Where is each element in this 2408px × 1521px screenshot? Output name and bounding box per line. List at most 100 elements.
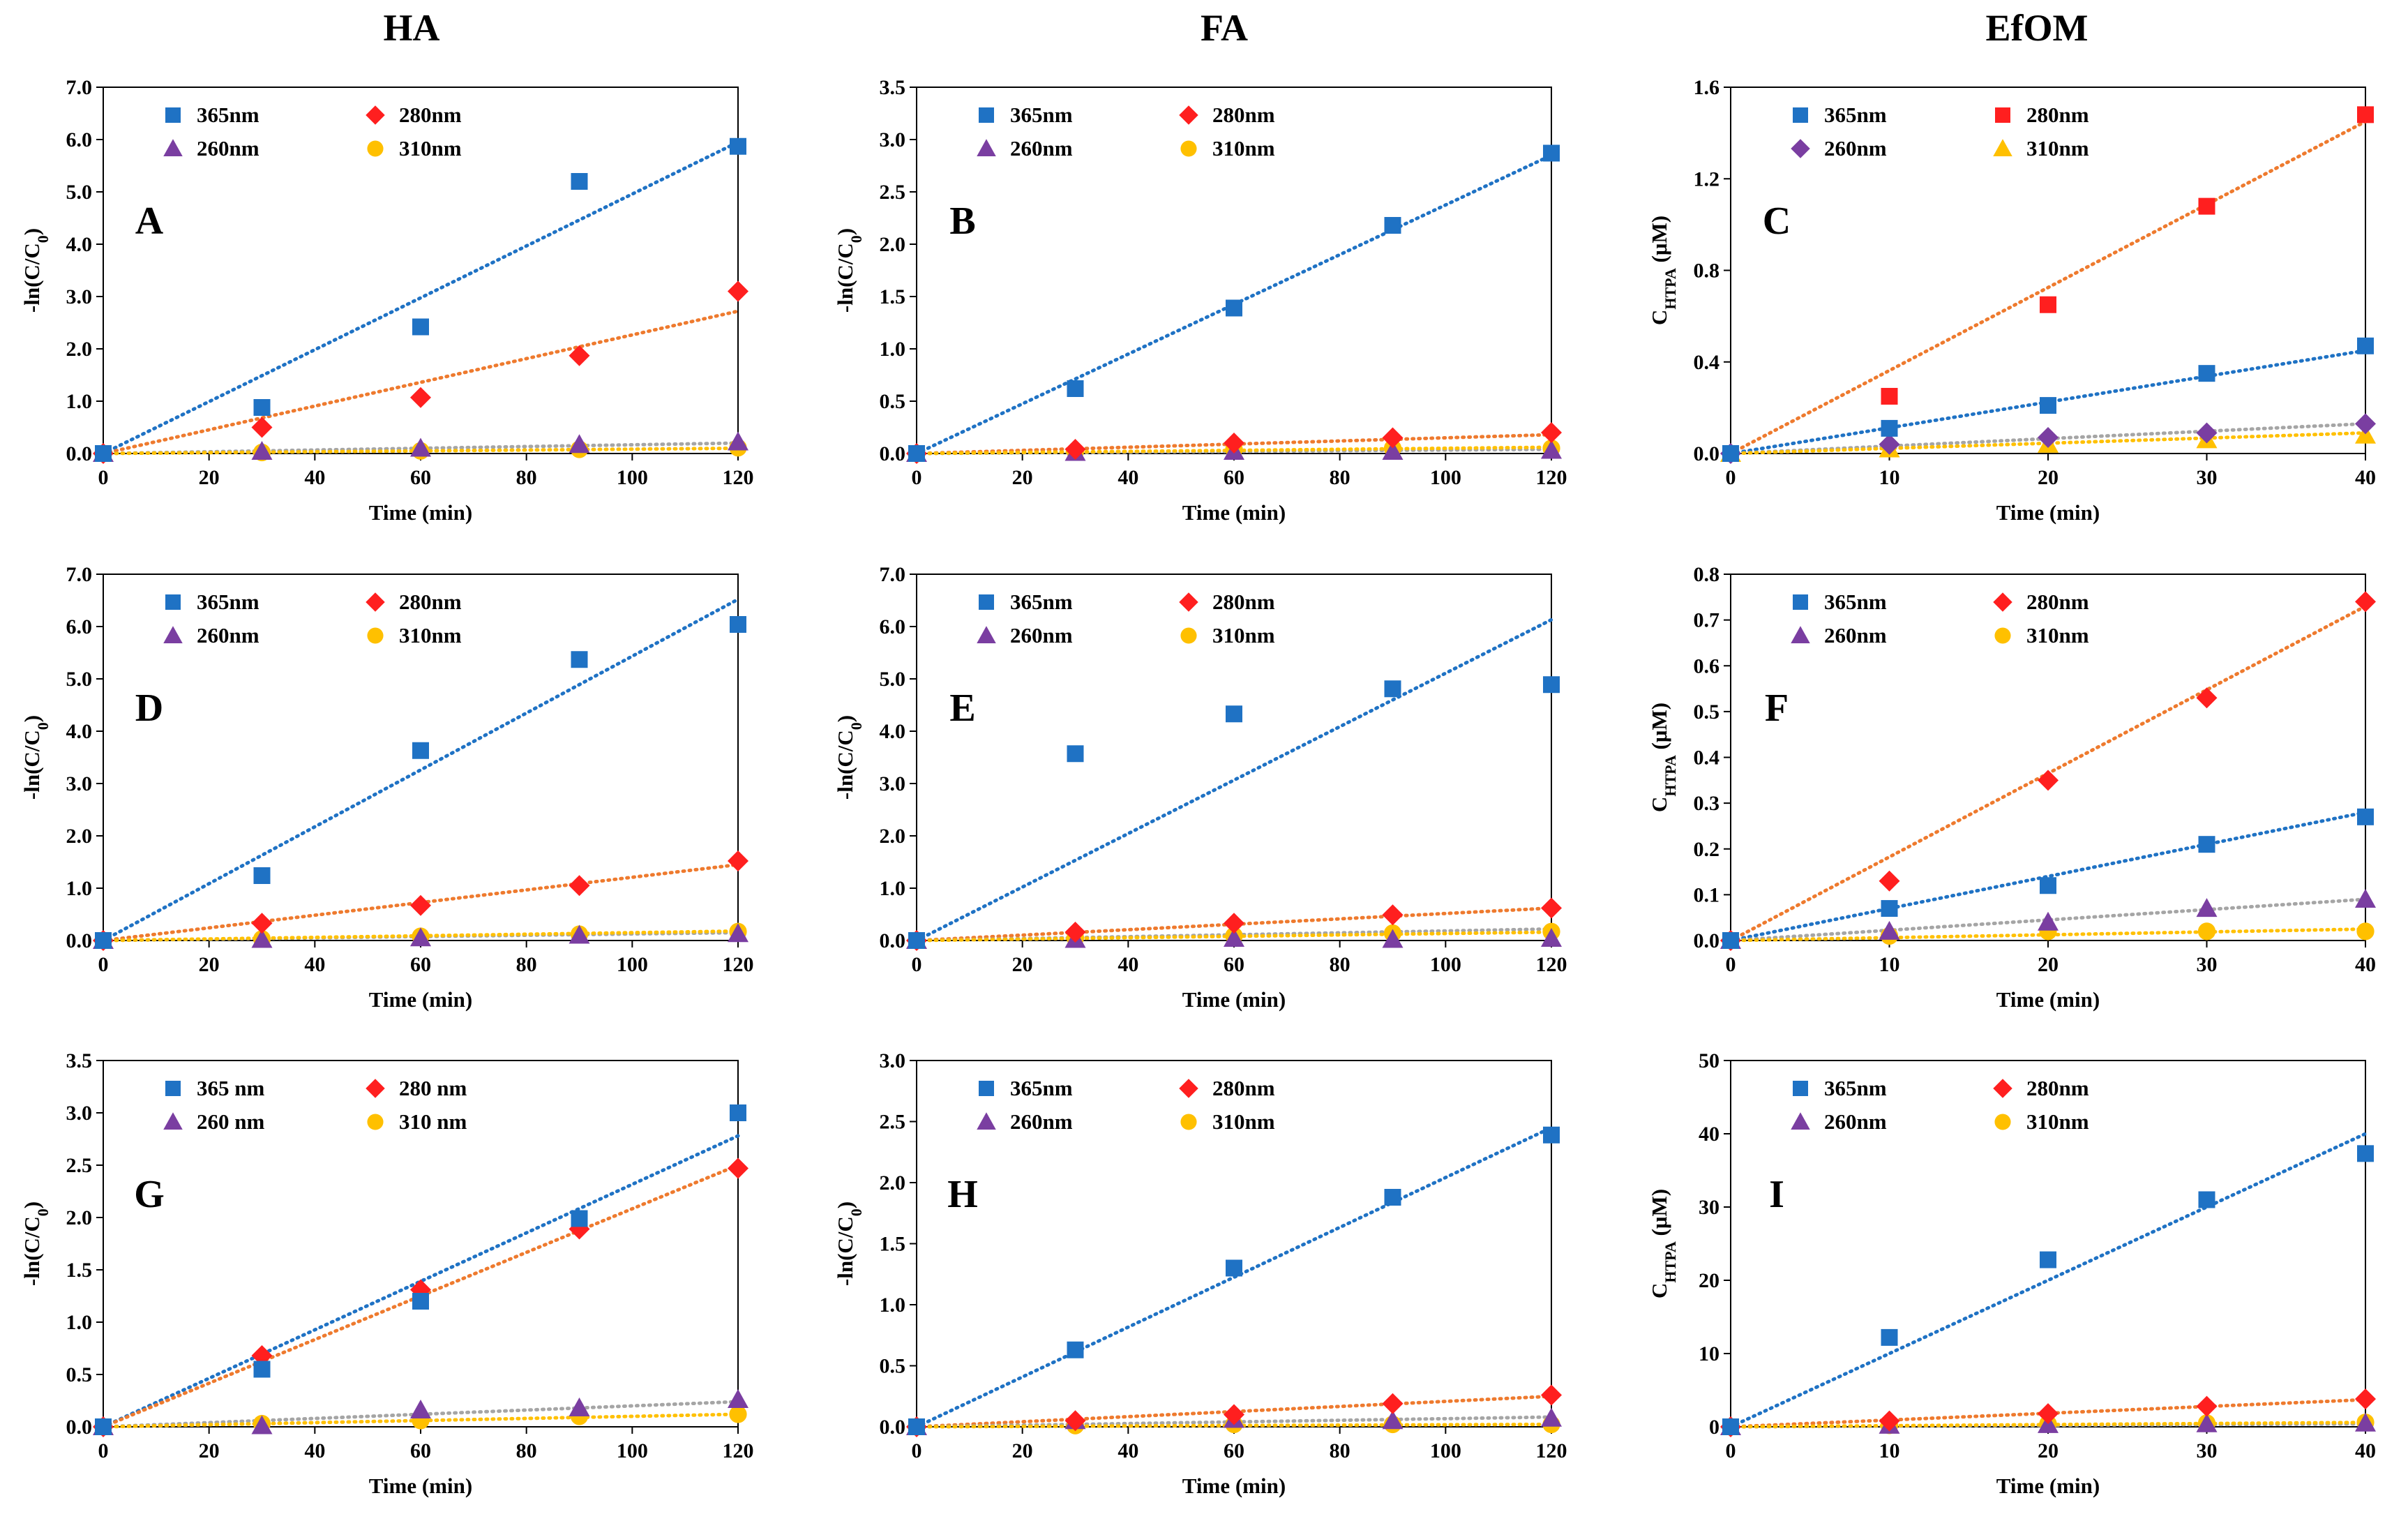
legend-label: 310nm — [1212, 136, 1275, 160]
trendline-1 — [101, 1163, 740, 1429]
x-tick-label: 0 — [98, 1439, 109, 1462]
data-point — [1384, 1189, 1401, 1206]
x-tick-label: 0 — [1726, 466, 1736, 489]
y-tick-label: 1.0 — [880, 1294, 906, 1317]
data-point — [1382, 441, 1404, 460]
x-tick-label: 60 — [410, 953, 431, 976]
x-tick-label: 80 — [516, 1439, 537, 1462]
panel-d: 0.0 1.0 2.0 3.0 4.0 5.0 6.0 7.0 0 20 40 60 80 100 120 T… — [20, 563, 754, 1012]
legend-label: 260nm — [1824, 136, 1887, 160]
x-tick-label: 80 — [1330, 1439, 1350, 1462]
panel-c: 0.0 0.4 0.8 1.2 1.6 0 10 20 30 40 Time (min) CHTPA … — [1647, 76, 2376, 525]
legend-marker — [977, 139, 996, 156]
x-tick-label: 80 — [516, 466, 537, 489]
y-tick-label: 0.0 — [66, 1416, 93, 1439]
data-point — [2196, 1413, 2218, 1432]
data-point — [728, 851, 748, 871]
x-tick-label: 100 — [1430, 1439, 1461, 1462]
data-point — [571, 651, 588, 668]
x-tick-label: 120 — [723, 466, 754, 489]
data-point — [1879, 920, 1900, 940]
x-tick-label: 100 — [617, 1439, 648, 1462]
y-tick-label: 3.0 — [880, 772, 906, 795]
y-tick-label: 7.0 — [880, 563, 906, 586]
x-axis-label: Time (min) — [369, 987, 472, 1012]
data-point — [1382, 904, 1404, 926]
y-tick-label: 0.7 — [1694, 609, 1720, 632]
data-point — [1382, 929, 1404, 948]
y-tick-label: 3.0 — [66, 285, 93, 308]
x-tick-label: 0 — [1726, 1439, 1736, 1462]
x-tick-label: 60 — [1224, 466, 1244, 489]
y-tick-label: 1.5 — [880, 1233, 906, 1256]
x-tick-label: 0 — [98, 466, 109, 489]
legend-marker — [1179, 592, 1198, 612]
y-tick-label: 1.5 — [66, 1259, 93, 1282]
panel-letter-d: D — [135, 687, 163, 730]
x-tick-label: 20 — [1012, 466, 1033, 489]
legend-label: 260nm — [1824, 623, 1887, 647]
data-point — [410, 387, 431, 408]
y-axis-label: CHTPA (μM) — [1647, 1189, 1679, 1298]
y-tick-label: 3.5 — [66, 1049, 93, 1072]
x-tick-label: 30 — [2197, 953, 2218, 976]
legend-marker — [366, 105, 385, 125]
data-point — [730, 1104, 746, 1121]
data-point — [908, 445, 925, 462]
data-point — [253, 399, 271, 416]
legend-label: 365nm — [1824, 103, 1887, 127]
data-point — [251, 913, 273, 934]
trendline-0 — [1729, 1132, 2368, 1429]
data-point — [1541, 928, 1562, 947]
data-point — [1543, 676, 1560, 694]
legend-marker — [367, 627, 384, 644]
x-tick-label: 60 — [410, 1439, 431, 1462]
data-point — [1541, 440, 1562, 459]
trendline-0 — [915, 1125, 1553, 1429]
y-tick-label: 0.8 — [1694, 260, 1720, 283]
legend-label: 280nm — [1212, 103, 1275, 127]
x-tick-label: 10 — [1879, 466, 1900, 489]
y-tick-label: 1.0 — [880, 877, 906, 900]
x-tick-label: 20 — [2038, 466, 2059, 489]
y-tick-label: 0.0 — [66, 929, 93, 952]
legend-label: 365nm — [197, 103, 259, 127]
trendline-3 — [101, 447, 740, 456]
x-tick-label: 0 — [1726, 953, 1736, 976]
legend-marker — [165, 1081, 181, 1096]
data-point — [2038, 911, 2059, 931]
data-point — [1224, 913, 1244, 934]
legend-label: 260nm — [1824, 1109, 1887, 1134]
data-point — [251, 441, 273, 460]
data-point — [728, 1157, 748, 1179]
legend-marker — [977, 626, 996, 643]
legend-label: 280nm — [399, 590, 462, 614]
trendline-3 — [915, 930, 1553, 943]
x-tick-label: 20 — [2038, 1439, 2059, 1462]
data-point — [1064, 922, 1086, 943]
y-tick-label: 0.0 — [1694, 929, 1720, 952]
data-point — [412, 1293, 429, 1310]
data-point — [412, 318, 429, 336]
data-point — [569, 434, 590, 454]
data-point — [728, 1389, 748, 1408]
data-point — [410, 927, 431, 947]
x-tick-label: 40 — [1118, 1439, 1138, 1462]
legend-label: 260nm — [1010, 136, 1073, 160]
data-point — [1543, 1126, 1560, 1144]
data-point — [1881, 1328, 1898, 1346]
y-axis-label: -ln(C/C0) — [833, 228, 865, 313]
data-point — [569, 345, 590, 366]
legend-marker — [1180, 627, 1197, 644]
y-tick-label: 0.5 — [880, 1355, 906, 1378]
data-point — [2038, 1403, 2059, 1425]
x-tick-label: 120 — [1536, 953, 1567, 976]
x-tick-label: 100 — [1430, 953, 1461, 976]
data-point — [2197, 922, 2216, 941]
x-tick-label: 40 — [2355, 466, 2376, 489]
y-tick-label: 0.5 — [1694, 700, 1720, 724]
panel-letter-f: F — [1765, 687, 1789, 730]
y-tick-label: 5.0 — [66, 668, 93, 691]
trendline-3 — [915, 445, 1553, 456]
legend-marker — [1793, 1081, 1808, 1096]
